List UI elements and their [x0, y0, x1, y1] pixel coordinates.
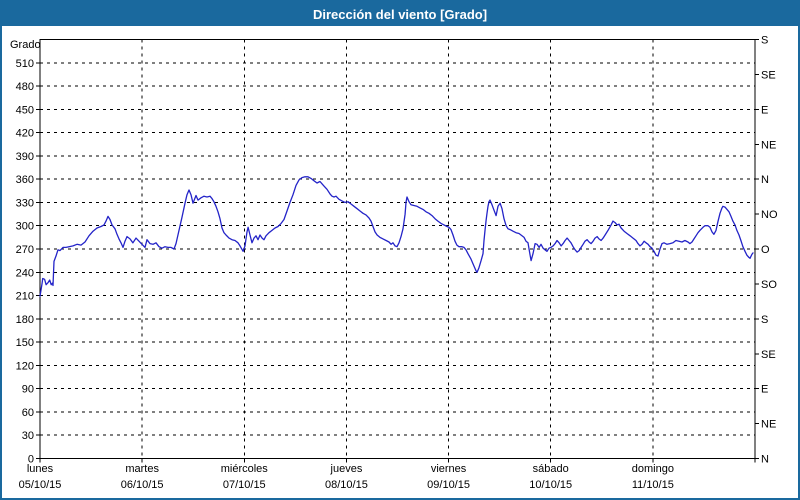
y-axis-tick-label: 240 [16, 267, 34, 279]
compass-tick-label: NE [761, 419, 776, 431]
compass-tick-label: NO [761, 209, 778, 221]
day-date-label: 10/10/15 [529, 479, 572, 491]
compass-tick-label: SO [761, 279, 777, 291]
day-date-label: 05/10/15 [19, 479, 62, 491]
y-axis-tick-label: 420 [16, 128, 34, 140]
y-axis-tick-label: 180 [16, 314, 34, 326]
compass-tick-label: E [761, 104, 768, 116]
compass-tick-label: S [761, 314, 768, 326]
compass-tick-label: N [761, 174, 769, 186]
y-axis-tick-label: 120 [16, 360, 34, 372]
day-date-label: 08/10/15 [325, 479, 368, 491]
compass-tick-label: NE [761, 139, 776, 151]
compass-tick-label: E [761, 384, 768, 396]
y-axis-tick-label: 30 [22, 430, 34, 442]
compass-tick-label: S [761, 35, 768, 47]
day-date-label: 07/10/15 [223, 479, 266, 491]
day-name-label: viernes [431, 463, 467, 475]
day-name-label: miércoles [221, 463, 269, 475]
day-name-label: jueves [330, 463, 363, 475]
day-name-label: martes [125, 463, 159, 475]
y-axis-tick-label: 60 [22, 407, 34, 419]
window-title: Dirección del viento [Grado] [312, 6, 488, 22]
y-axis-tick-label: 390 [16, 151, 34, 163]
window-title-bar: Dirección del viento [Grado] [2, 2, 798, 26]
day-name-label: lunes [27, 463, 54, 475]
compass-tick-label: SE [761, 69, 776, 81]
y-axis-tick-label: 90 [22, 384, 34, 396]
day-name-label: sábado [533, 463, 569, 475]
day-date-label: 09/10/15 [427, 479, 470, 491]
y-axis-tick-label: 360 [16, 174, 34, 186]
y-axis-tick-label: 300 [16, 221, 34, 233]
chart-area: 0 30 60 90 120 150 180 210 240 270 300 330 360 390 420… [2, 26, 798, 498]
y-axis-tick-label: 480 [16, 81, 34, 93]
wind-direction-line [39, 176, 754, 297]
y-axis-tick-label: 150 [16, 337, 34, 349]
compass-tick-label: N [761, 454, 769, 466]
compass-tick-label: SE [761, 349, 776, 361]
day-date-label: 11/10/15 [632, 479, 674, 491]
wind-direction-chart: 0 30 60 90 120 150 180 210 240 270 300 330 360 390 420… [10, 35, 778, 492]
y-axis-tick-label: 0 [28, 454, 34, 466]
y-axis-tick-label: 210 [16, 291, 34, 303]
compass-tick-label: O [761, 244, 770, 256]
y-axis-tick-label: 510 [16, 58, 34, 70]
day-date-label: 06/10/15 [121, 479, 164, 491]
day-name-label: domingo [632, 463, 674, 475]
y-axis-tick-label: 270 [16, 244, 34, 256]
plot-border [39, 39, 756, 459]
y-axis-tick-label: 330 [16, 197, 34, 209]
y-axis-tick-label: 450 [16, 104, 34, 116]
y-axis-unit-label: Grado [10, 39, 41, 51]
